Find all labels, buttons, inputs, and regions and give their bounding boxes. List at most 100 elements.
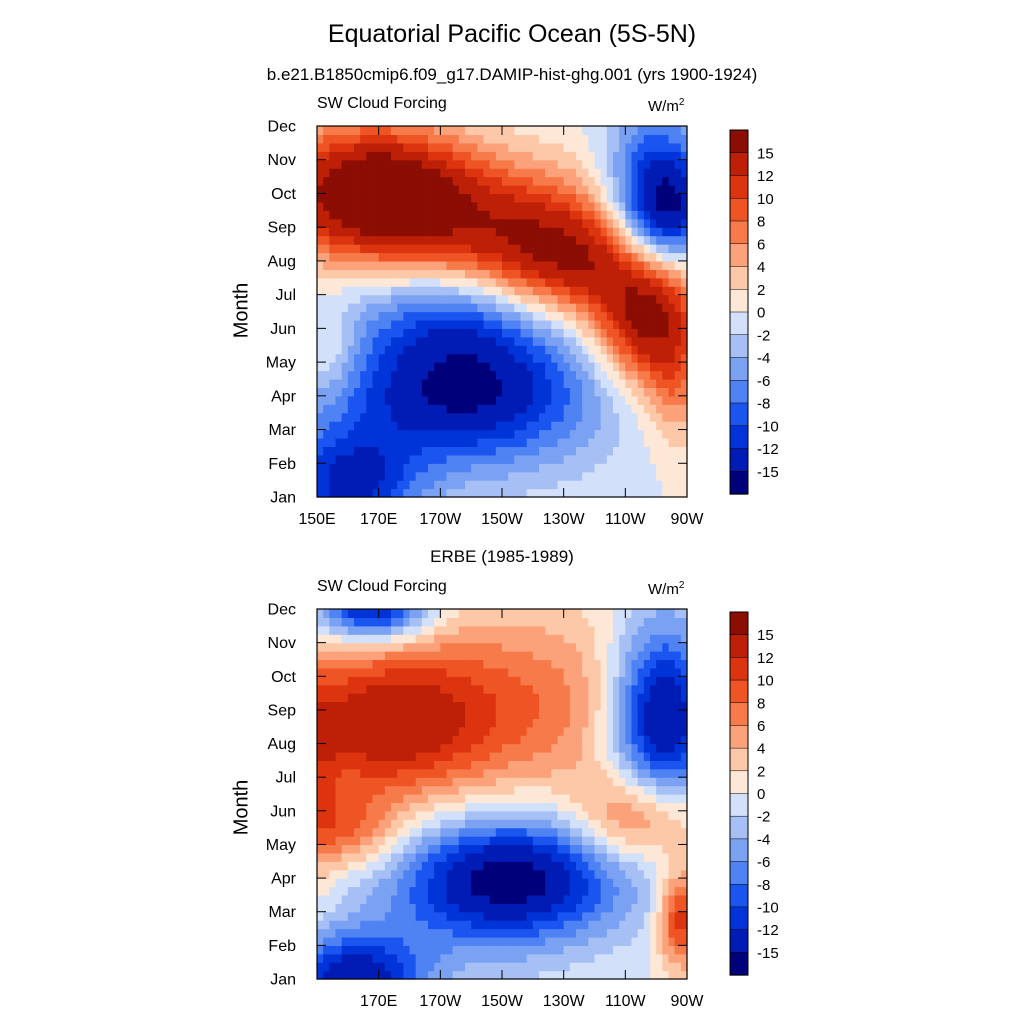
panel1-field-cell xyxy=(409,328,417,338)
panel1-field-cell xyxy=(674,378,682,388)
panel1-field-cell xyxy=(341,168,349,178)
panel2-field-cell xyxy=(409,861,417,871)
panel2-field-cell xyxy=(366,726,374,736)
panel2-field-cell xyxy=(674,794,682,804)
panel2-field-cell xyxy=(594,869,602,879)
panel2-field-cell xyxy=(563,911,571,921)
panel2-field-cell xyxy=(483,911,491,921)
panel2-field-cell xyxy=(471,726,478,736)
panel2-field-cell xyxy=(384,894,392,904)
panel1-field-cell xyxy=(421,421,429,431)
panel1-field-cell xyxy=(662,126,670,136)
panel2-field-cell xyxy=(317,794,324,804)
panel2-field-cell xyxy=(495,743,503,753)
panel2-field-cell xyxy=(428,953,435,963)
panel2-field-cell xyxy=(539,920,546,930)
panel2-field-cell xyxy=(606,869,614,879)
panel2-field-cell xyxy=(446,751,454,761)
panel2-field-cell xyxy=(637,718,645,728)
panel2-field-cell xyxy=(421,928,429,938)
panel1-field-cell xyxy=(489,227,497,237)
panel2-field-cell xyxy=(415,768,423,778)
panel1-field-cell xyxy=(539,488,546,498)
panel2-field-cell xyxy=(384,852,392,862)
panel2-field-cell xyxy=(397,920,404,930)
panel1-field-cell xyxy=(680,193,688,203)
panel1-field-cell xyxy=(495,260,503,270)
panel2-field-cell xyxy=(323,743,330,753)
panel1-field-cell xyxy=(347,387,355,397)
panel1-field-cell xyxy=(329,404,337,414)
panel2-field-cell xyxy=(372,878,380,888)
panel2-field-cell xyxy=(526,970,534,980)
panel1-field-cell xyxy=(329,387,337,397)
panel2-field-cell xyxy=(674,760,682,770)
panel1-field-cell xyxy=(415,193,423,203)
panel2-field-cell xyxy=(668,777,676,787)
panel2-field-cell xyxy=(545,861,552,871)
panel1-field-cell xyxy=(458,210,466,220)
panel1-field-cell xyxy=(428,370,435,380)
panel2-field-cell xyxy=(508,684,515,694)
panel2-field-cell xyxy=(557,693,565,703)
panel1-field-cell xyxy=(354,345,361,355)
panel1-field-cell xyxy=(520,480,528,490)
panel1-field-cell xyxy=(471,235,478,245)
panel2-field-cell xyxy=(520,768,528,778)
panel1-field-cell xyxy=(391,488,398,498)
panel1-field-cell xyxy=(378,185,386,195)
panel1-field-cell xyxy=(440,311,448,321)
panel1-field-cell xyxy=(471,126,478,136)
panel1-field-cell xyxy=(483,176,491,186)
panel2-field-cell xyxy=(415,810,423,820)
panel2-field-cell xyxy=(532,878,540,888)
panel1-field-cell xyxy=(354,303,361,313)
panel1-field-cell xyxy=(551,387,559,397)
panel1-x-tick-label: 150W xyxy=(481,511,524,528)
panel2-field-cell xyxy=(619,777,626,787)
panel2-field-cell xyxy=(588,953,596,963)
panel1-field-cell xyxy=(668,269,676,279)
panel2-field-cell xyxy=(514,794,522,804)
panel2-field-cell xyxy=(421,911,429,921)
panel2-field-cell xyxy=(650,819,657,829)
panel2-field-cell xyxy=(526,928,534,938)
panel1-field-cell xyxy=(428,429,435,439)
panel1-field-cell xyxy=(576,421,583,431)
panel2-field-cell xyxy=(403,684,411,694)
panel1-field-cell xyxy=(557,421,565,431)
panel2-field-cell xyxy=(446,903,454,913)
panel1-field-cell xyxy=(650,168,657,178)
panel2-field-cell xyxy=(551,777,559,787)
panel1-field-cell xyxy=(335,142,343,152)
panel1-field-cell xyxy=(594,463,602,473)
panel1-field-cell xyxy=(576,319,583,329)
panel2-field-cell xyxy=(421,836,429,846)
panel1-field-cell xyxy=(551,210,559,220)
panel2-field-cell xyxy=(434,693,441,703)
panel1-field-cell xyxy=(539,218,546,228)
panel2-field-cell xyxy=(477,936,485,946)
panel2-field-cell xyxy=(323,962,330,972)
panel2-field-cell xyxy=(452,735,460,745)
panel1-field-cell xyxy=(582,336,589,346)
panel2-field-cell xyxy=(514,760,522,770)
panel2-field-cell xyxy=(452,945,460,955)
panel2-field-cell xyxy=(397,953,404,963)
panel2-field-cell xyxy=(323,920,330,930)
panel1-field-cell xyxy=(576,463,583,473)
panel1-field-cell xyxy=(539,201,546,211)
panel1-field-cell xyxy=(440,126,448,136)
panel1-field-cell xyxy=(341,185,349,195)
panel1-field-cell xyxy=(637,336,645,346)
panel2-field-cell xyxy=(347,676,355,686)
panel1-field-cell xyxy=(576,488,583,498)
panel1-field-cell xyxy=(619,412,626,422)
panel2-field-cell xyxy=(588,777,596,787)
panel1-field-cell xyxy=(668,235,676,245)
panel1-field-cell xyxy=(569,336,577,346)
panel1-field-cell xyxy=(508,471,515,481)
panel2-field-cell xyxy=(582,777,589,787)
panel1-field-cell xyxy=(662,235,670,245)
panel2-field-cell xyxy=(514,920,522,930)
